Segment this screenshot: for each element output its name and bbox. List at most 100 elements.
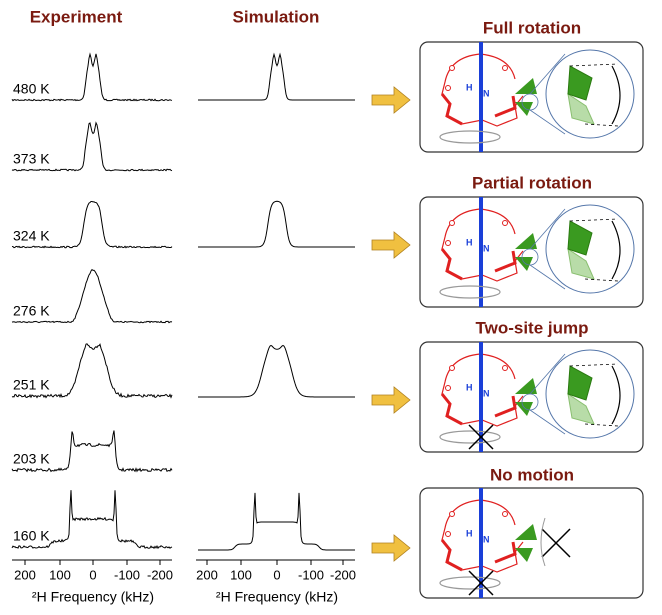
x-tick-label: -100 bbox=[298, 567, 324, 582]
x-tick-label: 0 bbox=[273, 567, 280, 582]
rotation-arrow bbox=[439, 430, 501, 444]
dashed bbox=[569, 63, 619, 67]
cross bbox=[468, 424, 494, 450]
zoom-circle bbox=[545, 204, 635, 294]
methyl bbox=[515, 78, 537, 94]
rotation-arrow bbox=[439, 130, 501, 144]
x-tick-label: 100 bbox=[49, 567, 71, 582]
oxygen bbox=[445, 85, 451, 91]
column-title: Experiment bbox=[30, 7, 123, 26]
panel bbox=[419, 487, 644, 599]
methyl bbox=[515, 257, 533, 271]
methyl bbox=[515, 233, 537, 249]
simulated-spectrum bbox=[198, 200, 355, 248]
atom-label: H bbox=[466, 528, 473, 538]
atom-label: H bbox=[466, 382, 473, 392]
oxygen bbox=[502, 365, 508, 371]
arrow bbox=[371, 231, 411, 259]
atom-label: N bbox=[483, 88, 490, 98]
temperature-label: 160 K bbox=[13, 528, 50, 544]
oxygen bbox=[449, 65, 455, 71]
experimental-spectrum bbox=[11, 490, 173, 550]
rotation-arrow bbox=[439, 576, 501, 590]
oxygen bbox=[502, 220, 508, 226]
arrow bbox=[371, 86, 411, 114]
motion-arrow bbox=[611, 365, 621, 425]
x-tick-label: 0 bbox=[89, 567, 96, 582]
experimental-spectrum bbox=[11, 430, 173, 473]
oxygen bbox=[445, 240, 451, 246]
experimental-spectrum bbox=[11, 343, 173, 399]
experimental-spectrum bbox=[11, 121, 173, 172]
simulated-spectrum bbox=[198, 492, 355, 551]
temperature-label: 276 K bbox=[13, 303, 50, 319]
methyl bbox=[515, 102, 533, 116]
column-title: Simulation bbox=[233, 7, 320, 26]
arrow bbox=[371, 534, 411, 562]
temperature-label: 373 K bbox=[13, 151, 50, 167]
deuteron bbox=[567, 365, 593, 401]
deuteron-faint bbox=[567, 92, 595, 125]
zoom-line bbox=[529, 208, 566, 250]
experimental-spectrum bbox=[11, 201, 173, 249]
atom-label: H bbox=[466, 82, 473, 92]
oxygen bbox=[449, 365, 455, 371]
oxygen bbox=[445, 531, 451, 537]
axis-label: ²H Frequency (kHz) bbox=[216, 589, 338, 605]
temperature-label: 324 K bbox=[13, 228, 50, 244]
x-tick-label: 200 bbox=[196, 567, 218, 582]
methyl bbox=[515, 402, 533, 416]
experimental-spectrum bbox=[11, 52, 173, 102]
methyl bbox=[515, 524, 537, 540]
panel-title: No motion bbox=[490, 465, 574, 484]
oxygen bbox=[445, 385, 451, 391]
oxygen bbox=[502, 511, 508, 517]
dashed bbox=[569, 363, 619, 367]
oxygen bbox=[449, 511, 455, 517]
zoom-line bbox=[529, 353, 566, 395]
deuteron bbox=[567, 220, 593, 256]
macrocycle-bold bbox=[440, 539, 517, 572]
deuteron bbox=[567, 65, 593, 101]
panel-title: Partial rotation bbox=[472, 173, 592, 192]
atom-label: N bbox=[483, 243, 490, 253]
cross bbox=[541, 528, 571, 558]
motion-arrow bbox=[611, 220, 621, 280]
temperature-label: 251 K bbox=[13, 377, 50, 393]
arrow bbox=[371, 386, 411, 414]
macrocycle-bold bbox=[440, 93, 517, 126]
axis-label: ²H Frequency (kHz) bbox=[32, 589, 154, 605]
panel-title: Full rotation bbox=[483, 18, 581, 37]
macrocycle-bold bbox=[440, 393, 517, 426]
experimental-spectrum bbox=[11, 268, 173, 324]
deuteron-faint bbox=[567, 392, 595, 425]
cross bbox=[468, 570, 494, 596]
zoom-circle bbox=[545, 49, 635, 139]
macrocycle-bold bbox=[440, 248, 517, 281]
zoom-line bbox=[529, 264, 566, 290]
atom-label: N bbox=[483, 534, 490, 544]
simulated-spectrum bbox=[198, 344, 355, 398]
temperature-label: 203 K bbox=[13, 451, 50, 467]
atom-label: N bbox=[483, 388, 490, 398]
methyl bbox=[515, 548, 533, 562]
x-tick-label: -200 bbox=[147, 567, 173, 582]
temperature-label: 480 K bbox=[13, 81, 50, 97]
x-tick-label: 200 bbox=[14, 567, 36, 582]
x-tick-label: 100 bbox=[230, 567, 252, 582]
rotation-arrow bbox=[439, 285, 501, 299]
oxygen bbox=[449, 220, 455, 226]
deuteron-faint bbox=[567, 247, 595, 280]
zoom-line bbox=[529, 409, 566, 435]
panel-title: Two-site jump bbox=[475, 318, 588, 337]
atom-label: H bbox=[466, 237, 473, 247]
dashed bbox=[569, 218, 619, 222]
x-tick-label: -200 bbox=[330, 567, 356, 582]
oxygen bbox=[502, 65, 508, 71]
motion-arrow bbox=[611, 65, 621, 125]
zoom-circle bbox=[545, 349, 635, 439]
simulated-spectrum bbox=[198, 52, 355, 101]
zoom-line bbox=[529, 53, 566, 95]
x-tick-label: -100 bbox=[114, 567, 140, 582]
